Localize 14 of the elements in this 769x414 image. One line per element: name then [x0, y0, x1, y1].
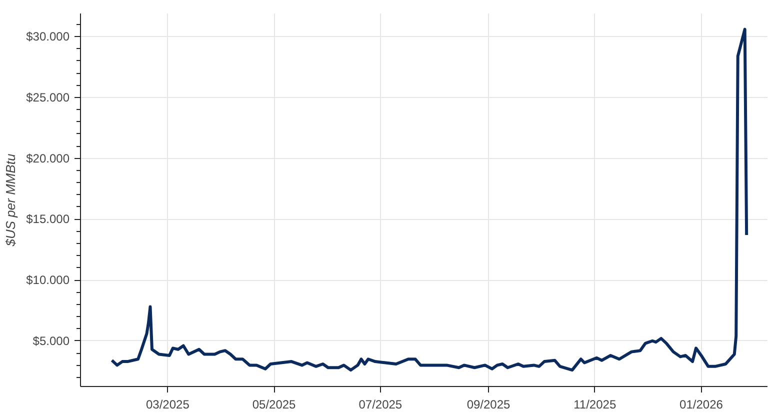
x-tick-label: 09/2025 — [466, 398, 511, 412]
y-axis-title: $US per MMBtu — [3, 154, 18, 248]
y-tick-label: $20.000 — [26, 151, 70, 166]
x-tick-label: 05/2025 — [252, 398, 296, 412]
x-tick-label: 01/2026 — [680, 398, 724, 412]
y-tick-label: $5.000 — [32, 334, 70, 348]
line-series — [110, 28, 748, 372]
y-tick-label: $30.000 — [26, 30, 70, 44]
x-tick-label: 07/2025 — [358, 398, 402, 412]
y-tick-label: $25.000 — [26, 90, 70, 104]
x-tick-label: 11/2025 — [574, 398, 616, 412]
x-tick-label: 03/2025 — [146, 398, 190, 412]
y-tick-label: $15.000 — [26, 212, 70, 226]
y-tick-label: $10.000 — [26, 273, 70, 288]
